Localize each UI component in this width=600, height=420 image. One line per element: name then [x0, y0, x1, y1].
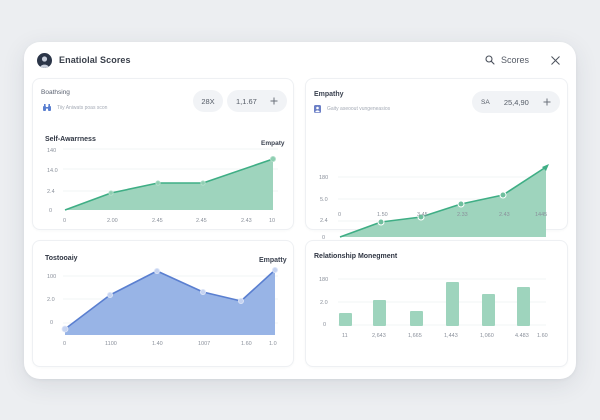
search-icon [485, 55, 495, 65]
x-tick: 1.40 [152, 341, 163, 347]
x-tick: 0 [338, 212, 341, 218]
chart-title: Self-Awarrness [45, 136, 96, 143]
y-tick: 2.4 [320, 218, 328, 224]
panel-relationship-management: Relationship Monegment 180 2.0 0 [305, 240, 568, 367]
y-tick: 0 [322, 235, 325, 241]
y-tick: 2.0 [47, 297, 55, 303]
plus-icon[interactable] [270, 97, 278, 105]
y-tick: 5.0 [320, 197, 328, 203]
person-badge-icon [314, 105, 321, 113]
title-bar: Enatiolal Scores Scores [24, 42, 576, 78]
x-tick: 2.43 [241, 218, 252, 224]
x-tick: 10 [269, 218, 275, 224]
bar[interactable] [517, 287, 530, 326]
x-tick: 11 [342, 333, 348, 339]
panel-empathy: Empathy Gaity aseoout vungeneasios SA 25… [305, 78, 568, 241]
x-tick: 2.00 [107, 218, 118, 224]
y-tick: 100 [47, 274, 56, 280]
legend-label: Empatty [259, 257, 287, 264]
x-tick: 2,643 [372, 333, 386, 339]
empathy-area-chart: 180 5.0 2.4 0 [319, 164, 549, 241]
x-tick: 2.45 [196, 218, 207, 224]
x-tick: 1.50 [377, 212, 388, 218]
y-tick: 2.4 [47, 189, 55, 195]
panel-self-awareness: Boathsing Tiiy Aniwats poas scon 28X 1,1… [32, 78, 294, 230]
bar[interactable] [373, 300, 386, 326]
panel-title: Boathsing [41, 89, 70, 96]
x-tick: 1.0 [269, 341, 277, 347]
x-tick: 2.45 [152, 218, 163, 224]
x-tick: 1445 [535, 212, 547, 218]
y-tick: 180 [319, 175, 328, 181]
panel-title: Empathy [314, 91, 344, 98]
panel-subtitle: Gaity aseoout vungeneasios [314, 105, 390, 113]
x-tick: 1,665 [408, 333, 422, 339]
bar[interactable] [410, 311, 423, 326]
self-awareness-area-chart: 140 14.0 2.4 0 0 2.00 2.45 2.45 2.43 10 [47, 148, 278, 224]
empathy-x-axis: 0 1.50 3.45 2.33 2.43 1445 [338, 212, 547, 218]
x-tick: 4.483 [515, 333, 529, 339]
chart-title: Relationship Monegment [314, 253, 398, 260]
bar[interactable] [482, 294, 495, 326]
y-tick: 0 [50, 320, 53, 326]
user-avatar-icon[interactable] [37, 52, 52, 68]
y-tick: 180 [319, 277, 328, 283]
panel-tostooaiy: Tostooaiy Empatty 100 2.0 0 [32, 240, 294, 367]
x-tick: 1007 [198, 341, 210, 347]
x-tick: 1.60 [537, 333, 548, 339]
tostooaiy-area-chart: 100 2.0 0 0 1100 1.40 1007 1.60 1.0 [47, 266, 278, 347]
close-button[interactable] [551, 55, 560, 65]
x-tick: 1.60 [241, 341, 252, 347]
bar[interactable] [339, 313, 352, 326]
y-tick: 140 [47, 148, 56, 154]
app-window: Enatiolal Scores Scores Boathsing [24, 42, 576, 379]
x-tick: 0 [63, 218, 66, 224]
x-tick: 3.45 [417, 212, 428, 218]
x-tick: 2.33 [457, 212, 468, 218]
score-value-pill[interactable]: 1,1.67 [227, 90, 287, 112]
app-title: Enatiolal Scores [59, 55, 131, 65]
legend-label: Empaty [261, 140, 285, 147]
binoculars-icon [43, 104, 51, 111]
score-value-pill[interactable]: SA 25,4,90 [472, 91, 560, 113]
y-tick: 2.0 [320, 300, 328, 306]
x-tick: 2.43 [499, 212, 510, 218]
panel-subtitle: Tiiy Aniwats poas scon [43, 104, 107, 111]
x-tick: 1100 [105, 341, 117, 347]
relationship-bar-chart: 180 2.0 0 11 2,643 1,665 1,443 1,060 4.4… [319, 277, 548, 339]
search-label: Scores [500, 55, 529, 65]
chart-title: Tostooaiy [45, 255, 78, 262]
x-tick: 1,443 [444, 333, 458, 339]
y-tick: 0 [323, 322, 326, 328]
close-icon [551, 55, 560, 65]
score-pill[interactable]: 28X [193, 90, 223, 112]
x-tick: 0 [63, 341, 66, 347]
plus-icon[interactable] [543, 98, 551, 106]
x-tick: 1,060 [480, 333, 494, 339]
bar[interactable] [446, 282, 459, 326]
search-button[interactable]: Scores [485, 55, 529, 65]
y-tick: 0 [49, 208, 52, 214]
y-tick: 14.0 [47, 168, 58, 174]
